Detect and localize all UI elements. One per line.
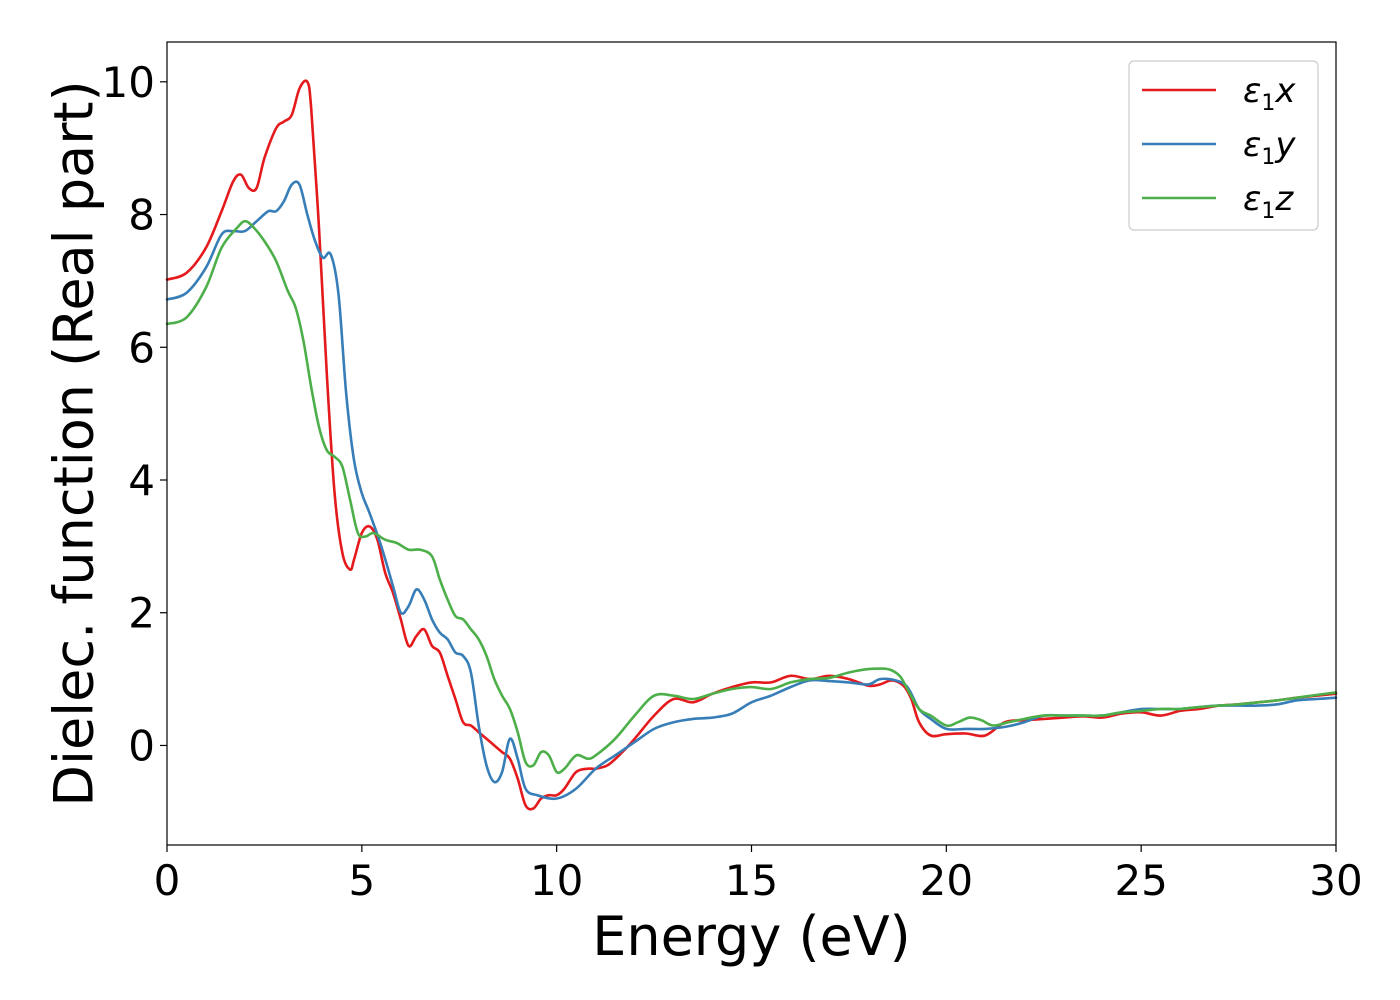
x-tick-label: 5 — [348, 856, 375, 905]
y-tick-label: 4 — [128, 456, 155, 505]
y-tick-label: 8 — [128, 191, 155, 240]
x-tick-label: 25 — [1114, 856, 1167, 905]
legend-entry-x: ε1x — [1142, 71, 1296, 116]
x-tick-label: 30 — [1309, 856, 1362, 905]
legend-box — [1128, 60, 1319, 231]
x-tick-label: 0 — [154, 856, 181, 905]
legend-entry-y: ε1y — [1142, 125, 1296, 170]
y-axis-ticks: 0 2 4 6 8 10 — [102, 58, 167, 770]
series-layer — [165, 79, 1338, 811]
x-tick-label: 20 — [920, 856, 973, 905]
y-tick-label: 10 — [102, 58, 155, 107]
legend-entry-z: ε1z — [1142, 179, 1294, 224]
x-tick-label: 15 — [725, 856, 778, 905]
legend: ε1x ε1y ε1z — [1128, 60, 1319, 231]
legend-label: ε1z — [1243, 179, 1294, 224]
legend-label: ε1y — [1243, 125, 1296, 170]
x-tick-label: 10 — [530, 856, 583, 905]
x-axis-label: Energy (eV) — [592, 905, 911, 968]
x-axis-ticks: 0 5 10 15 20 25 30 — [154, 845, 1363, 905]
series-line-z — [165, 219, 1338, 775]
y-tick-label: 6 — [128, 323, 155, 372]
y-axis-label: Dielec. function (Real part) — [43, 80, 106, 806]
y-tick-label: 0 — [128, 721, 155, 770]
legend-label: ε1x — [1243, 71, 1296, 116]
y-tick-label: 2 — [128, 589, 155, 638]
